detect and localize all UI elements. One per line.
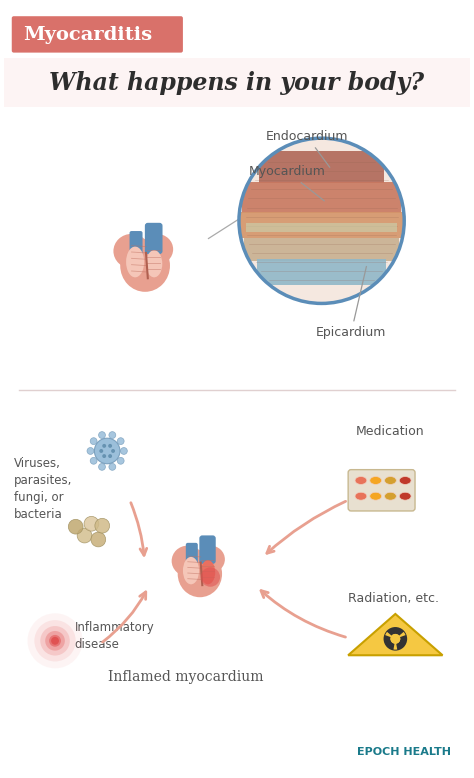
Circle shape bbox=[111, 449, 115, 453]
Text: EPOCH HEALTH: EPOCH HEALTH bbox=[357, 747, 451, 757]
FancyBboxPatch shape bbox=[200, 535, 216, 564]
Circle shape bbox=[27, 613, 82, 668]
Circle shape bbox=[95, 518, 109, 533]
FancyBboxPatch shape bbox=[12, 16, 183, 53]
Wedge shape bbox=[387, 628, 404, 639]
Ellipse shape bbox=[355, 477, 367, 485]
Circle shape bbox=[84, 517, 99, 531]
Ellipse shape bbox=[384, 492, 396, 500]
Text: Medication: Medication bbox=[356, 425, 425, 438]
Circle shape bbox=[40, 626, 70, 656]
FancyBboxPatch shape bbox=[244, 238, 399, 261]
Ellipse shape bbox=[355, 492, 367, 500]
Circle shape bbox=[99, 432, 105, 439]
FancyBboxPatch shape bbox=[259, 152, 384, 183]
FancyBboxPatch shape bbox=[4, 58, 470, 107]
Circle shape bbox=[102, 444, 106, 448]
Ellipse shape bbox=[120, 240, 170, 292]
Circle shape bbox=[51, 637, 59, 645]
Circle shape bbox=[120, 447, 128, 454]
Circle shape bbox=[391, 634, 400, 643]
Ellipse shape bbox=[196, 545, 225, 573]
Text: What happens in your body?: What happens in your body? bbox=[49, 71, 425, 95]
Ellipse shape bbox=[172, 545, 204, 576]
Circle shape bbox=[109, 464, 116, 471]
Wedge shape bbox=[385, 632, 395, 639]
Wedge shape bbox=[384, 635, 395, 650]
Circle shape bbox=[87, 447, 94, 454]
Circle shape bbox=[77, 528, 92, 543]
Wedge shape bbox=[395, 635, 406, 650]
FancyBboxPatch shape bbox=[239, 212, 404, 238]
Polygon shape bbox=[348, 614, 443, 655]
FancyBboxPatch shape bbox=[242, 182, 401, 213]
FancyBboxPatch shape bbox=[186, 543, 198, 565]
Ellipse shape bbox=[201, 567, 220, 587]
Circle shape bbox=[117, 457, 124, 464]
Text: Endocardium: Endocardium bbox=[265, 130, 348, 167]
Circle shape bbox=[94, 438, 120, 464]
Circle shape bbox=[109, 432, 116, 439]
Circle shape bbox=[102, 454, 106, 458]
Wedge shape bbox=[393, 639, 397, 650]
Circle shape bbox=[45, 631, 65, 650]
FancyBboxPatch shape bbox=[348, 470, 415, 511]
Wedge shape bbox=[395, 632, 406, 639]
Circle shape bbox=[391, 634, 400, 643]
Ellipse shape bbox=[384, 477, 396, 485]
Circle shape bbox=[108, 444, 112, 448]
Circle shape bbox=[99, 449, 103, 453]
Circle shape bbox=[49, 635, 61, 647]
Ellipse shape bbox=[183, 557, 199, 584]
FancyBboxPatch shape bbox=[246, 223, 397, 232]
Ellipse shape bbox=[370, 492, 382, 500]
Text: Viruses,
parasites,
fungi, or
bacteria: Viruses, parasites, fungi, or bacteria bbox=[14, 457, 72, 520]
Ellipse shape bbox=[141, 234, 173, 265]
Circle shape bbox=[35, 620, 76, 661]
Ellipse shape bbox=[126, 247, 144, 277]
Circle shape bbox=[90, 457, 97, 464]
Text: Radiation, etc.: Radiation, etc. bbox=[348, 592, 439, 605]
Ellipse shape bbox=[370, 477, 382, 485]
Text: Inflamed myocardium: Inflamed myocardium bbox=[108, 670, 264, 684]
Circle shape bbox=[90, 438, 97, 444]
Text: Myocardium: Myocardium bbox=[249, 165, 326, 201]
Ellipse shape bbox=[146, 251, 162, 277]
Circle shape bbox=[383, 627, 407, 650]
Circle shape bbox=[91, 532, 106, 547]
Text: Myocarditis: Myocarditis bbox=[24, 26, 153, 44]
Circle shape bbox=[99, 464, 105, 471]
Circle shape bbox=[239, 138, 404, 303]
FancyBboxPatch shape bbox=[129, 231, 143, 255]
Ellipse shape bbox=[178, 551, 222, 598]
Circle shape bbox=[117, 438, 124, 444]
FancyBboxPatch shape bbox=[145, 223, 163, 254]
Circle shape bbox=[68, 520, 83, 534]
Ellipse shape bbox=[201, 560, 215, 584]
Ellipse shape bbox=[399, 492, 411, 500]
FancyBboxPatch shape bbox=[257, 259, 386, 286]
Circle shape bbox=[108, 454, 112, 458]
Ellipse shape bbox=[399, 477, 411, 485]
Text: Inflammatory
disease: Inflammatory disease bbox=[75, 621, 155, 651]
Text: Epicardium: Epicardium bbox=[316, 267, 386, 339]
Ellipse shape bbox=[113, 234, 150, 268]
